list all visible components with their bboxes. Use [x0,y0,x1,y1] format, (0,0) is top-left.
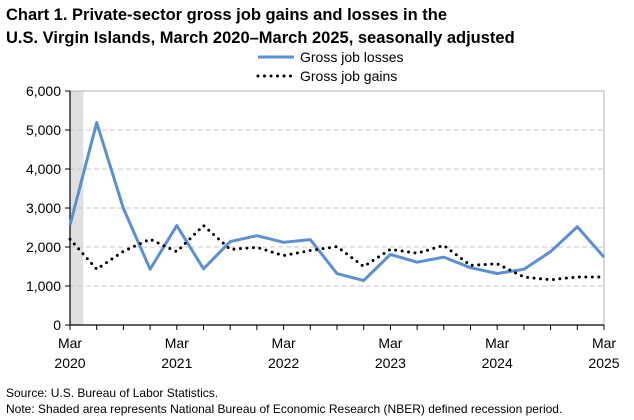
x-tick-label-year: 2025 [588,355,619,371]
x-tick-label-month: Mar [58,335,82,351]
chart-title-line-1: Chart 1. Private-sector gross job gains … [6,6,448,24]
x-tick-label-month: Mar [165,335,189,351]
series-lines [68,121,606,283]
y-tick-label: 4,000 [26,161,61,177]
x-tick-label-year: 2021 [161,355,192,371]
y-tick-label: 2,000 [26,239,61,255]
x-tick-label-month: Mar [272,335,296,351]
series-line-gross-job-losses [68,121,606,283]
source-note: Source: U.S. Bureau of Labor Statistics. [6,386,219,400]
y-tick-label: 1,000 [26,278,61,294]
x-tick-label-month: Mar [592,335,616,351]
legend-label-gains: Gross job gains [300,68,397,84]
legend-label-losses: Gross job losses [300,49,403,65]
x-tick-labels: Mar 2020 Mar 2021 Mar 2022 Mar 2023 Mar 2024 Mar 20… [54,325,620,371]
y-tick-labels: 0 1,000 2,000 3,000 4,000 5,000 6,000 [26,83,70,333]
gridlines [70,129,604,287]
series-line-gross-job-gains [68,224,606,282]
y-tick-label: 6,000 [26,83,61,99]
y-tick-label: 3,000 [26,200,61,216]
x-tick-label-year: 2023 [375,355,406,371]
y-tick-label: 0 [53,317,61,333]
x-tick-label-year: 2024 [482,355,513,371]
legend: Gross job losses Gross job gains [256,49,403,84]
x-tick-label-month: Mar [378,335,402,351]
recession-shading [70,91,84,325]
y-tick-label: 5,000 [26,122,61,138]
chart-title-line-2: U.S. Virgin Islands, March 2020–March 20… [6,29,515,47]
x-tick-label-year: 2022 [268,355,299,371]
recession-note: Note: Shaded area represents National Bu… [6,402,563,416]
x-tick-label-year: 2020 [54,355,85,371]
x-tick-label-month: Mar [485,335,509,351]
